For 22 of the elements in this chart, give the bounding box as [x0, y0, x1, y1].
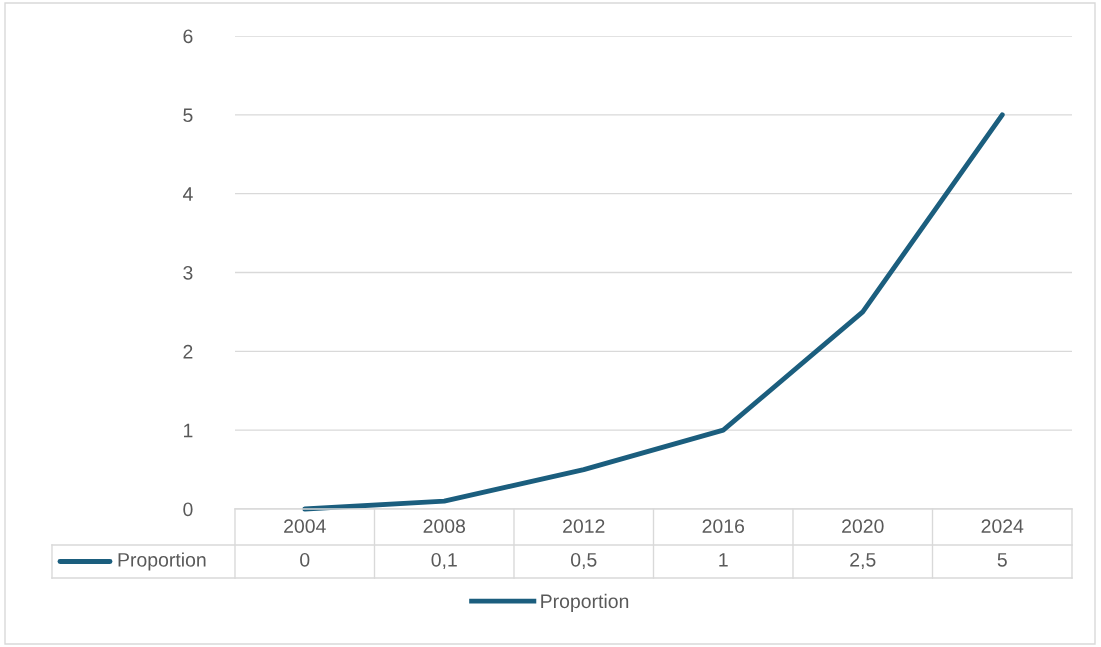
y-tick-label: 1 — [184, 423, 193, 438]
line-series — [302, 112, 1005, 512]
x-tick-label: 2016 — [702, 519, 745, 533]
y-tick-label: 4 — [182, 187, 193, 201]
y-tick-label: 5 — [183, 108, 193, 123]
legend-label: Proportion — [541, 593, 629, 612]
data-label: 2,5 — [850, 552, 876, 570]
data-label: 0,5 — [571, 552, 597, 570]
x-tick-label: 2020 — [842, 519, 884, 533]
data-label: 0,1 — [431, 552, 457, 570]
x-tick-label: 2024 — [981, 519, 1024, 533]
y-tick-label: 3 — [183, 265, 193, 280]
y-tick-label: 6 — [183, 29, 193, 44]
x-tick-label: 2008 — [423, 519, 466, 533]
x-tick-label: 2004 — [284, 519, 326, 533]
text: Proportion — [118, 552, 206, 571]
y-tick-label: 2 — [183, 344, 193, 359]
y-tick-label: 0 — [183, 502, 193, 517]
data-label: 5 — [997, 553, 1007, 567]
data-label: 0 — [300, 552, 310, 567]
x-tick-label: 2012 — [563, 519, 605, 533]
data-label: 1 — [719, 553, 728, 567]
